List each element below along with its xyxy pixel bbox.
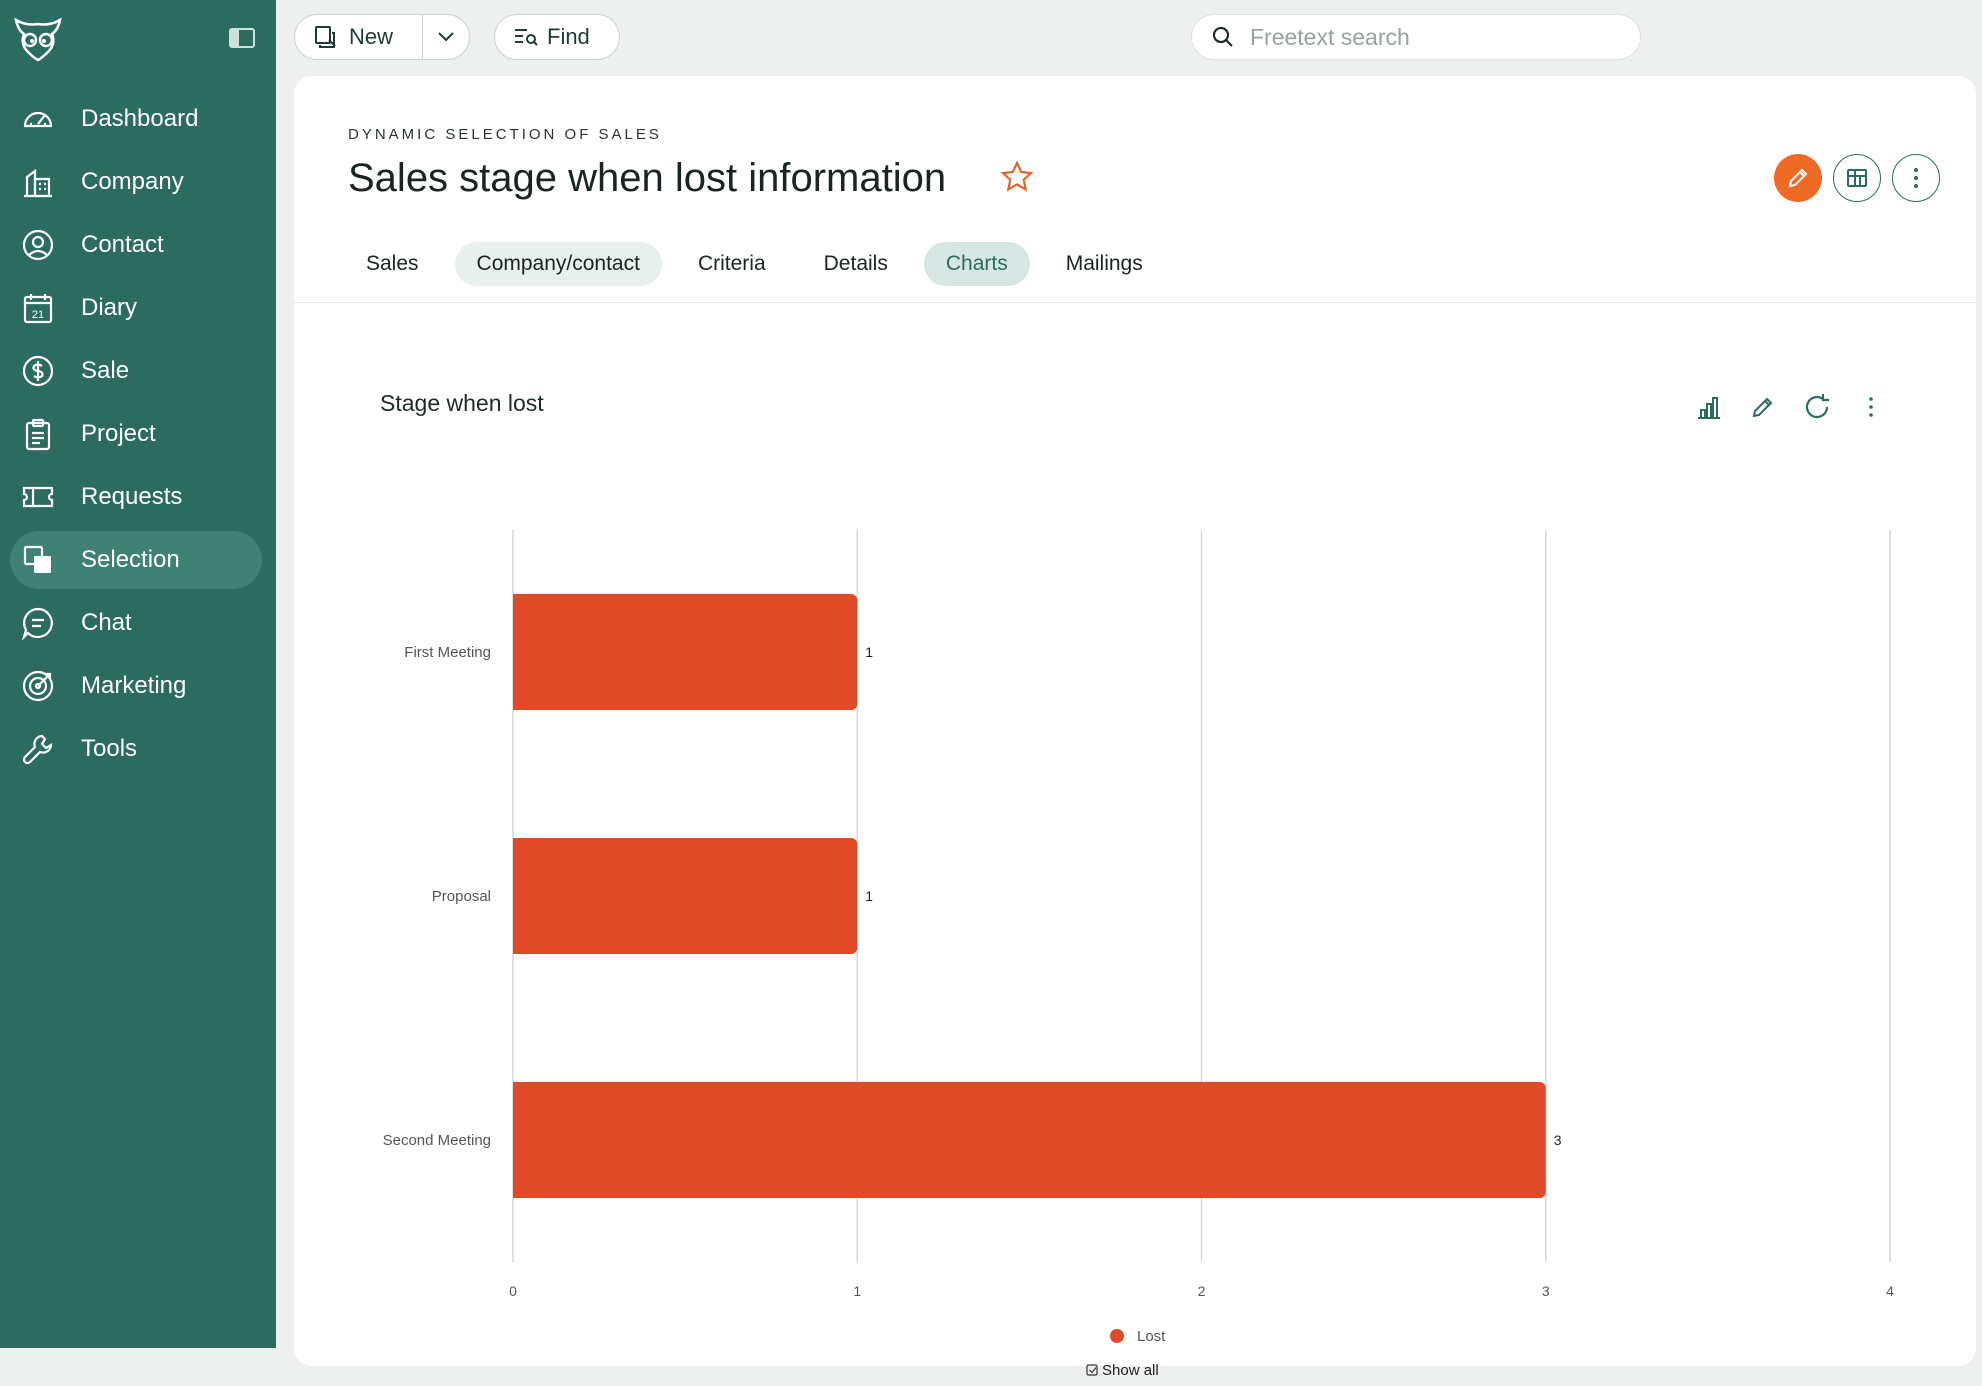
layout-button[interactable] xyxy=(1833,154,1881,202)
sidebar-item-requests[interactable]: Requests xyxy=(10,468,262,526)
bar[interactable] xyxy=(513,594,858,710)
sidebar-item-label: Selection xyxy=(81,546,180,573)
owl-logo-icon[interactable] xyxy=(12,14,64,62)
legend-swatch xyxy=(1110,1329,1124,1343)
pencil-icon xyxy=(1752,397,1773,418)
sidebar-item-marketing[interactable]: Marketing xyxy=(10,657,262,715)
new-button-label: New xyxy=(349,24,394,49)
bar-chart-icon xyxy=(1698,397,1720,419)
sidebar-item-label: Marketing xyxy=(81,672,187,699)
calendar-icon: 21 xyxy=(20,290,56,326)
tab-charts[interactable]: Charts xyxy=(923,242,1030,286)
tabs-divider xyxy=(294,302,1976,303)
tab-sales[interactable]: Sales xyxy=(366,252,419,275)
chart-edit-button[interactable] xyxy=(1746,390,1780,424)
checkmark-icon xyxy=(1089,1367,1097,1374)
page-eyebrow: DYNAMIC SELECTION OF SALES xyxy=(348,126,662,143)
chart-more-button[interactable] xyxy=(1854,390,1888,424)
new-button[interactable]: New xyxy=(295,15,423,59)
chevron-down-icon xyxy=(438,32,454,42)
pencil-icon xyxy=(1788,168,1808,188)
find-button-label: Find xyxy=(547,24,590,49)
tab-company-contact[interactable]: Company/contact xyxy=(454,242,662,286)
category-label: Proposal xyxy=(432,888,491,905)
clipboard-icon xyxy=(20,416,56,452)
chart-refresh-button[interactable] xyxy=(1800,390,1834,424)
sidebar-item-label: Diary xyxy=(81,294,138,321)
new-document-icon xyxy=(315,26,336,48)
tab-details[interactable]: Details xyxy=(823,252,888,275)
layout-icon xyxy=(1847,169,1867,187)
legend-label[interactable]: Lost xyxy=(1137,1328,1166,1345)
chat-icon xyxy=(20,605,56,641)
sidebar-item-chat[interactable]: Chat xyxy=(10,594,262,652)
new-button-group: New xyxy=(294,14,470,60)
vertical-ellipsis-icon xyxy=(1869,397,1873,417)
selection-icon xyxy=(20,542,56,578)
sidebar-item-tools[interactable]: Tools xyxy=(10,720,262,778)
x-tick-label: 2 xyxy=(1198,1283,1206,1299)
sidebar: Dashboard Company Contact 21 Diary Sale xyxy=(0,0,276,1348)
vertical-ellipsis-icon xyxy=(1914,168,1918,188)
bar[interactable] xyxy=(513,1082,1546,1198)
category-label: Second Meeting xyxy=(383,1132,491,1149)
wrench-icon xyxy=(20,731,56,767)
sidebar-item-label: Requests xyxy=(81,483,183,510)
x-tick-label: 1 xyxy=(853,1283,861,1299)
sidebar-toggle-icon[interactable] xyxy=(228,26,256,50)
sidebar-item-sale[interactable]: Sale xyxy=(10,342,262,400)
target-icon xyxy=(20,668,56,704)
sidebar-item-project[interactable]: Project xyxy=(10,405,262,463)
refresh-icon xyxy=(1805,394,1829,419)
sidebar-item-selection[interactable]: Selection xyxy=(10,531,262,589)
person-circle-icon xyxy=(20,227,56,263)
data-label: 1 xyxy=(865,888,873,904)
freetext-search xyxy=(1191,14,1641,60)
sidebar-item-dashboard[interactable]: Dashboard xyxy=(10,90,262,148)
new-dropdown-button[interactable] xyxy=(423,15,469,59)
page-title: Sales stage when lost information xyxy=(348,156,947,200)
more-options-button[interactable] xyxy=(1892,154,1940,202)
data-label: 3 xyxy=(1554,1132,1562,1148)
tab-bar: Sales Company/contact Criteria Details C… xyxy=(344,242,1179,286)
sidebar-item-label: Project xyxy=(81,420,156,447)
sidebar-item-contact[interactable]: Contact xyxy=(10,216,262,274)
bar[interactable] xyxy=(513,838,858,954)
edit-button[interactable] xyxy=(1774,154,1822,202)
x-tick-label: 4 xyxy=(1886,1283,1894,1299)
find-list-icon xyxy=(515,29,538,46)
sidebar-item-label: Sale xyxy=(81,357,130,384)
main-nav: Dashboard Company Contact 21 Diary Sale xyxy=(10,90,262,783)
ticket-icon xyxy=(20,479,56,515)
x-tick-label: 3 xyxy=(1542,1283,1550,1299)
main-card: DYNAMIC SELECTION OF SALES Sales stage w… xyxy=(294,76,1976,1379)
show-all-checkbox[interactable] xyxy=(1086,1364,1098,1376)
speedometer-icon xyxy=(20,101,56,137)
sidebar-item-company[interactable]: Company xyxy=(10,153,262,211)
show-all-label[interactable]: Show all xyxy=(1102,1362,1159,1379)
sidebar-item-label: Dashboard xyxy=(81,105,199,132)
bar-chart: 0 1 2 3 4 First Meeting 1 Proposal 1 Second Meeti… xyxy=(383,530,1894,1379)
dollar-icon xyxy=(20,353,56,389)
find-button[interactable]: Find xyxy=(494,14,620,60)
data-label: 1 xyxy=(865,644,873,660)
search-input[interactable] xyxy=(1248,22,1622,52)
svg-text:21: 21 xyxy=(32,309,44,321)
x-tick-label: 0 xyxy=(509,1283,517,1299)
tab-mailings[interactable]: Mailings xyxy=(1065,252,1143,275)
building-icon xyxy=(20,164,56,200)
favorite-star-icon[interactable] xyxy=(1000,160,1034,194)
chart-type-button[interactable] xyxy=(1692,390,1726,424)
sidebar-item-label: Company xyxy=(81,168,184,195)
search-icon xyxy=(1212,26,1233,47)
sidebar-item-label: Contact xyxy=(81,231,164,258)
sidebar-item-label: Chat xyxy=(81,609,132,636)
chart-title: Stage when lost xyxy=(380,390,544,416)
sidebar-item-label: Tools xyxy=(81,735,138,762)
category-label: First Meeting xyxy=(404,644,491,661)
sidebar-item-diary[interactable]: 21 Diary xyxy=(10,279,262,337)
tab-criteria[interactable]: Criteria xyxy=(697,252,766,275)
